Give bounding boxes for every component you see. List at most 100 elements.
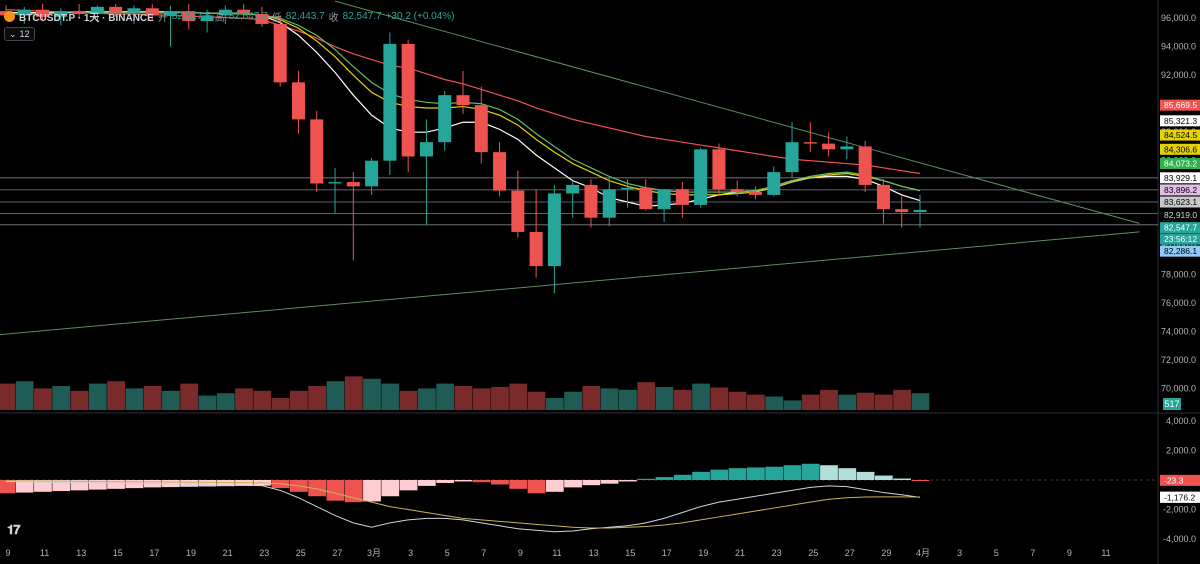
bitcoin-logo-icon — [4, 10, 15, 22]
time-axis-label: 23 — [772, 548, 782, 558]
macd-histogram-bar — [491, 480, 509, 485]
symbol-name[interactable]: BTCUSDT.P · 1天 · BINANCE — [19, 12, 154, 24]
price-tick-label: 96,000.0 — [1161, 13, 1196, 23]
time-axis-label: 3 — [408, 548, 413, 558]
volume-bar — [637, 382, 656, 410]
price-axis-badge — [1160, 196, 1200, 208]
macd-histogram-bar — [893, 478, 911, 480]
time-axis-label: 9 — [5, 548, 10, 558]
macd-histogram-bar — [911, 480, 930, 481]
price-tick-label: 76,000.0 — [1161, 298, 1196, 308]
candle-body — [273, 23, 287, 83]
candle-body — [291, 82, 305, 120]
candle-body — [858, 146, 872, 185]
time-axis-label: 9 — [1067, 548, 1072, 558]
candle-body — [602, 189, 616, 218]
volume-bar — [0, 383, 16, 410]
macd-histogram-bar — [88, 480, 107, 490]
volume-bar — [180, 383, 199, 410]
macd-histogram-bar — [856, 471, 875, 480]
high-value: 82,547.7 — [228, 10, 268, 22]
price-axis-badge-label: 84,306.6 — [1164, 144, 1197, 154]
indicators-toggle-button[interactable]: ⌄ 12 — [4, 27, 35, 41]
open-value: 82,517.5 — [171, 10, 211, 22]
candle-body — [127, 8, 141, 13]
candle-body — [785, 142, 799, 173]
volume-bar — [527, 391, 546, 410]
time-axis-label: 27 — [332, 548, 342, 558]
volume-bar — [454, 386, 473, 410]
volume-axis-label: 517 — [1164, 399, 1179, 409]
candle-body — [182, 11, 196, 22]
price-axis-badge-label: 23:56:12 — [1164, 234, 1197, 244]
macd-histogram-bar — [180, 480, 199, 487]
candle-body — [840, 146, 854, 150]
change-value: +30.2 (+0.04%) — [385, 10, 455, 22]
time-axis-label: 5 — [445, 548, 450, 558]
macd-histogram-bar — [673, 474, 692, 480]
candle-body — [17, 9, 31, 16]
candle-body — [767, 172, 781, 195]
candle-body — [913, 209, 927, 212]
volume-bar — [216, 393, 235, 410]
macd-histogram-bar — [637, 478, 656, 480]
time-axis-label: 17 — [149, 548, 159, 558]
volume-bar — [70, 390, 89, 410]
time-axis-label: 9 — [518, 548, 523, 558]
chevron-down-icon: ⌄ — [9, 28, 17, 39]
price-axis-badge-label: 82,286.1 — [1164, 246, 1197, 256]
time-axis-label: 17 — [662, 548, 672, 558]
price-axis-badge-label: 84,073.2 — [1164, 159, 1197, 169]
low-value: 82,443.7 — [285, 10, 325, 22]
price-axis-badge — [1160, 233, 1200, 245]
volume-bar — [673, 389, 692, 410]
time-axis-label: 25 — [296, 548, 306, 558]
macd-histogram-bar — [125, 480, 144, 489]
macd-histogram-bar — [874, 475, 893, 480]
volume-bar — [582, 386, 601, 410]
volume-bar — [838, 394, 857, 410]
candle-body — [895, 209, 909, 212]
candle-body — [164, 11, 178, 16]
time-axis-label: 11 — [552, 548, 561, 558]
time-axis-label: 23 — [259, 548, 269, 558]
macd-histogram-bar — [765, 466, 784, 480]
candle-body — [621, 187, 635, 190]
candle-body — [822, 143, 836, 150]
symbol-legend[interactable]: BTCUSDT.P · 1天 · BINANCE 开 82,517.5 高 82… — [4, 8, 455, 24]
macd-histogram-bar — [198, 480, 217, 487]
time-axis-label: 3 — [957, 548, 962, 558]
volume-bar — [801, 394, 820, 410]
candle-body — [237, 9, 251, 14]
macd-histogram-bar — [564, 480, 582, 488]
candle-body — [474, 105, 488, 153]
macd-histogram-bar — [509, 480, 528, 489]
candle-body — [383, 43, 397, 161]
candle-body — [365, 160, 379, 187]
close-key: 收 — [328, 12, 339, 24]
volume-bar — [107, 381, 125, 410]
volume-bar — [125, 388, 144, 410]
candle-body — [803, 142, 817, 144]
macd-signal-line — [5, 480, 921, 529]
volume-bar — [746, 394, 765, 410]
candle-body — [529, 231, 543, 267]
candle-body — [712, 149, 726, 190]
price-axis-badge-label: 84,524.5 — [1164, 130, 1197, 140]
volume-bar — [34, 388, 52, 410]
tradingview-logo-icon[interactable]: 𝟏𝟕 — [7, 522, 21, 537]
price-axis-badge — [1160, 143, 1200, 155]
macd-histogram-bar — [70, 480, 89, 491]
high-key: 高 — [214, 12, 225, 24]
price-axis-badge — [1160, 129, 1200, 141]
macd-axis-badge-label: -1,176.2 — [1164, 492, 1195, 502]
time-axis-label: 29 — [881, 548, 891, 558]
candle-body — [566, 184, 580, 194]
candle-body — [438, 95, 452, 143]
price-axis-badge — [1160, 172, 1200, 184]
volume-bar — [162, 390, 180, 410]
macd-histogram-bar — [746, 467, 765, 480]
volume-bar — [728, 391, 747, 410]
